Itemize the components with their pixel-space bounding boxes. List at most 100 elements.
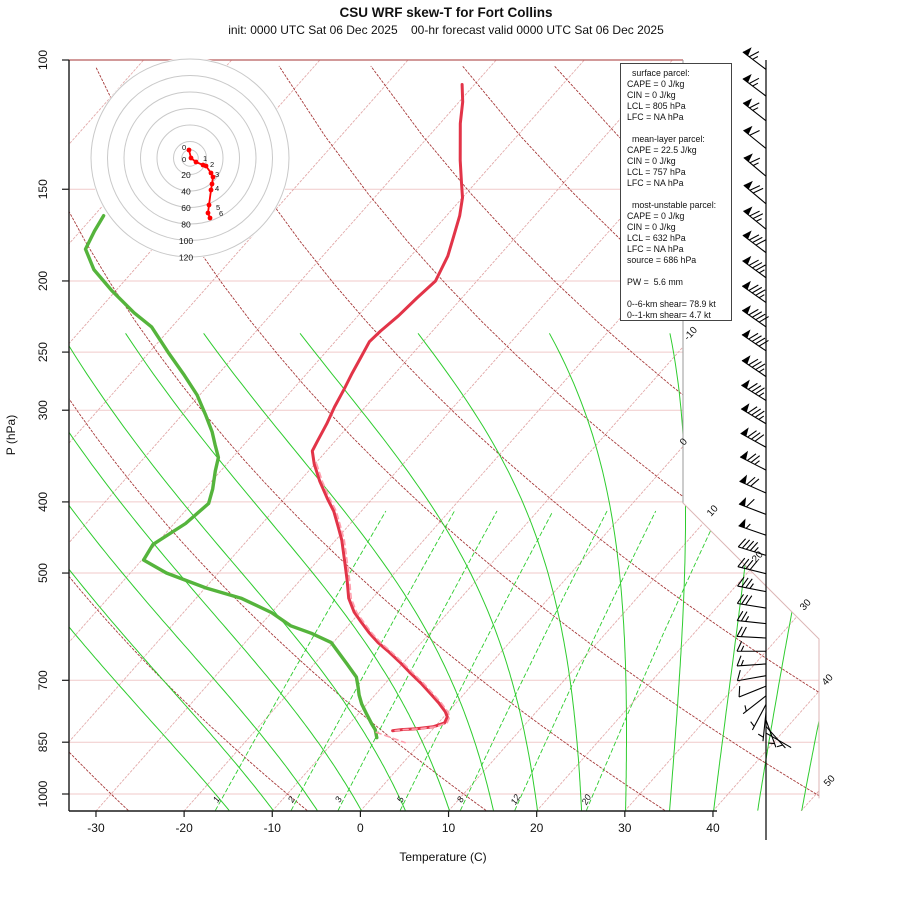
hodograph: 20 40 60 80 100 120 0 0 123 4 56	[90, 58, 290, 263]
dry-adiabat-line	[69, 65, 308, 811]
hodograph-height-label: 4	[215, 184, 219, 193]
barb-full	[745, 559, 754, 570]
barb-half	[758, 415, 765, 420]
barb-full	[751, 311, 763, 318]
hodograph-ring-label: 20	[181, 170, 191, 180]
mixing-ratio-label: 1	[211, 795, 222, 804]
wind-barb	[738, 685, 767, 698]
chart-title: CSU WRF skew-T for Fort Collins	[339, 5, 552, 20]
parcel-curve	[315, 463, 451, 732]
barb-full	[745, 578, 753, 589]
barb-half	[753, 546, 759, 553]
wind-barb	[765, 719, 777, 748]
wind-barb	[740, 403, 767, 425]
hodograph-trace-point	[207, 215, 213, 221]
temperature-curve	[310, 83, 465, 733]
info-line: source = 686 hPa	[627, 255, 697, 265]
isotherm-line	[69, 60, 585, 811]
wind-barb	[741, 379, 767, 401]
barb-full	[750, 455, 761, 463]
barb-half	[768, 742, 775, 745]
barb-full	[749, 542, 759, 551]
barb-full	[755, 264, 766, 271]
wind-barb-column	[736, 47, 792, 840]
wind-barb	[742, 255, 767, 279]
wind-barb	[743, 180, 767, 205]
barb-pennant	[743, 180, 753, 190]
barb-full	[748, 358, 759, 366]
barb-full	[749, 560, 758, 571]
barb-pennant	[741, 355, 751, 365]
hodograph-ring-label: 80	[181, 220, 191, 230]
barb-half	[749, 583, 754, 589]
barb-half	[776, 744, 783, 748]
barb-full	[747, 382, 758, 390]
wind-barb	[743, 153, 767, 177]
barb-pennant	[742, 280, 751, 290]
barb-pennant	[741, 403, 750, 413]
barb-full	[748, 308, 759, 316]
barb-half	[754, 460, 760, 465]
barb-half	[750, 721, 755, 727]
mixing-ratio-line	[586, 510, 721, 811]
hodograph-height-label: 1	[203, 154, 207, 163]
barb-pennant	[742, 255, 752, 265]
wind-barb	[736, 669, 767, 682]
hodograph-ring-label: 40	[181, 187, 191, 197]
barb-full	[736, 641, 743, 652]
wind-barb	[742, 98, 767, 122]
barb-half	[740, 645, 745, 652]
mixing-ratio-label: 5	[395, 794, 407, 804]
isotherm-label: 30	[798, 597, 814, 613]
barb-full	[745, 540, 755, 550]
info-line: LCL = 632 hPa	[627, 233, 686, 243]
mixing-ratio-label: 3	[333, 795, 344, 804]
x-tick-label: -10	[264, 821, 282, 835]
barb-pennant	[743, 125, 753, 135]
barb-pennant	[741, 329, 751, 339]
dewpoint-curve	[83, 213, 379, 740]
moist-adiabat-line	[69, 333, 406, 811]
moist-adiabat-line	[417, 333, 582, 811]
moist-adiabat-line	[69, 333, 274, 811]
info-spacer	[627, 189, 731, 200]
hodograph-trace-point	[209, 181, 215, 187]
x-tick-label: -30	[87, 821, 105, 835]
barb-full	[746, 498, 755, 508]
barb-half	[755, 218, 762, 222]
mixing-ratio-line	[514, 510, 657, 811]
isotherm-line	[800, 60, 819, 811]
moist-adiabat-line	[757, 333, 819, 811]
barb-full	[749, 102, 760, 109]
y-tick-label: 100	[36, 50, 50, 70]
barb-pennant	[742, 47, 752, 56]
barb-full	[736, 594, 744, 604]
isotherm-label: 0	[678, 436, 690, 448]
hodograph-ring-label: 60	[181, 203, 191, 213]
info-line: CIN = 0 J/kg	[627, 156, 676, 166]
parcel-curve-surface-stub	[375, 731, 406, 744]
barb-full	[755, 239, 766, 246]
barb-pennant	[740, 427, 749, 437]
info-line: mean-layer parcel:	[632, 134, 705, 144]
barb-full	[751, 408, 762, 416]
barb-half	[744, 705, 747, 712]
dry-adiabat-line	[69, 65, 665, 811]
barb-full	[748, 332, 759, 340]
isotherm-label: 40	[820, 672, 836, 688]
hodograph-ring-label: 100	[179, 236, 193, 246]
info-line: CAPE = 0 J/kg	[627, 211, 685, 221]
barb-full	[752, 262, 763, 269]
barb-full	[748, 259, 759, 266]
y-tick-label: 150	[36, 179, 50, 199]
hodograph-ring	[90, 58, 290, 258]
info-line: LFC = NA hPa	[627, 244, 684, 254]
isotherm-label: 50	[822, 773, 838, 789]
barb-full	[752, 187, 764, 194]
y-tick-label: 250	[36, 342, 50, 362]
barb-half	[745, 616, 750, 622]
wind-barb	[738, 497, 767, 515]
barb-half	[752, 82, 759, 87]
